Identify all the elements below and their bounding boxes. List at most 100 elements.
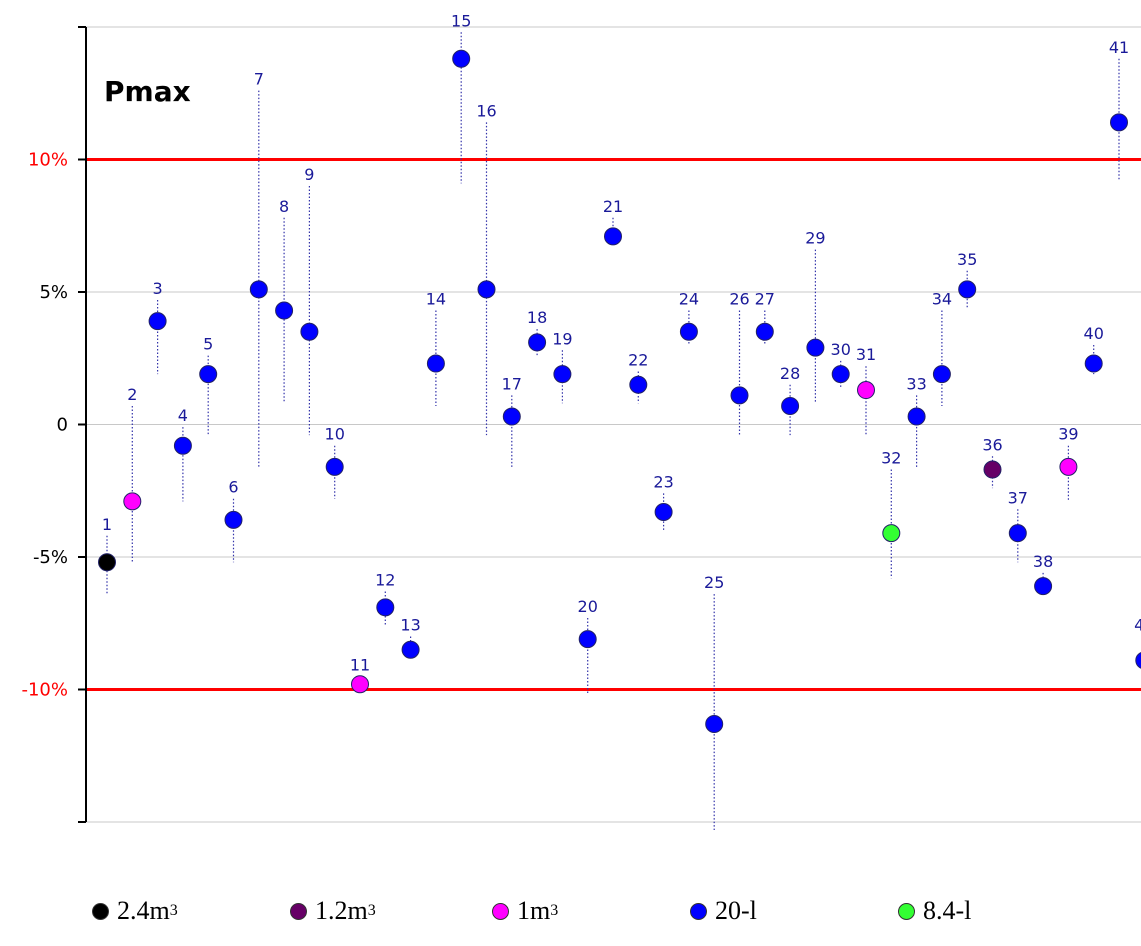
- data-point: [629, 375, 648, 394]
- data-point: [98, 553, 116, 572]
- point-label: 6: [228, 478, 238, 497]
- legend-label: 8.4-l: [923, 896, 972, 925]
- data-point: [578, 630, 597, 649]
- data-point: [907, 407, 926, 426]
- y-tick-label: 10%: [28, 150, 68, 171]
- point-label: 18: [527, 308, 547, 327]
- data-point: [376, 598, 395, 617]
- point-label: 3: [153, 279, 163, 298]
- legend-item: 2.4m 3: [92, 896, 178, 926]
- point-label: 1: [102, 515, 112, 534]
- y-tick-label: 0: [57, 415, 68, 436]
- data-point: [781, 396, 800, 415]
- data-point: [553, 365, 572, 384]
- point-label: 41: [1109, 38, 1129, 57]
- data-point: [983, 460, 1002, 479]
- y-tick-label: -5%: [33, 547, 68, 568]
- data-point: [224, 510, 243, 529]
- point-label: 2: [127, 385, 137, 404]
- point-label: 39: [1058, 425, 1078, 444]
- legend-marker: [898, 902, 915, 920]
- legend-label: 1m: [517, 896, 551, 925]
- data-point: [831, 365, 850, 384]
- data-point: [351, 675, 369, 694]
- data-point: [300, 322, 319, 341]
- point-label: 34: [932, 290, 952, 309]
- data-point: [199, 365, 218, 384]
- data-point: [1059, 457, 1078, 476]
- chart-title: Pmax: [104, 75, 191, 108]
- data-point: [857, 381, 875, 400]
- data-point: [755, 322, 774, 341]
- y-tick-labels: 10% 5% 0 -5% -10%: [21, 150, 68, 701]
- point-label: 19: [552, 329, 572, 348]
- legend-label: 2.4m: [117, 896, 170, 925]
- data-point: [502, 407, 521, 426]
- data-point: [806, 338, 825, 357]
- data-point: [249, 280, 268, 299]
- data-point: [1034, 577, 1053, 596]
- legend-marker: [690, 902, 707, 920]
- point-label: 36: [982, 435, 1002, 454]
- data-point: [1110, 113, 1128, 132]
- data-point: [1008, 524, 1027, 543]
- data-point: [654, 502, 673, 521]
- legend-marker: [290, 902, 307, 920]
- point-label: 23: [653, 472, 673, 491]
- point-label: 37: [1008, 488, 1028, 507]
- data-points: [98, 49, 1141, 733]
- legend-superscript: 3: [169, 902, 178, 919]
- point-label: 7: [254, 70, 264, 89]
- data-point: [932, 365, 951, 384]
- point-label: 25: [704, 573, 724, 592]
- point-label: 24: [679, 290, 699, 309]
- point-label: 33: [906, 374, 926, 393]
- point-label: 10: [325, 425, 345, 444]
- legend-superscript: 3: [550, 902, 559, 919]
- legend-item: 1m 3: [492, 896, 558, 926]
- point-label: 21: [603, 197, 623, 216]
- point-label: 15: [451, 11, 471, 30]
- point-label: 42: [1134, 616, 1141, 635]
- data-point: [325, 457, 344, 476]
- legend-superscript: 3: [367, 902, 376, 919]
- point-label: 9: [304, 165, 314, 184]
- gridlines: [86, 26, 1141, 823]
- legend-marker: [92, 902, 109, 920]
- legend-item: 1.2m 3: [290, 896, 376, 926]
- data-point: [958, 280, 977, 299]
- y-tick-label: 5%: [39, 282, 68, 303]
- data-point: [123, 492, 142, 511]
- point-label: 27: [755, 290, 775, 309]
- data-point: [452, 49, 471, 68]
- point-label: 11: [350, 655, 370, 674]
- point-label: 35: [957, 250, 977, 269]
- data-point: [882, 524, 901, 543]
- point-label: 32: [881, 449, 901, 468]
- data-point: [528, 333, 547, 352]
- error-bars: [106, 32, 1120, 830]
- data-point: [477, 280, 496, 299]
- point-label: 12: [375, 570, 395, 589]
- point-label: 40: [1084, 324, 1104, 343]
- reference-lines: [86, 158, 1141, 691]
- data-point: [1084, 354, 1103, 373]
- data-point: [1135, 651, 1141, 669]
- point-label: 38: [1033, 552, 1053, 571]
- point-label: 28: [780, 364, 800, 383]
- legend-label: 20-l: [715, 896, 757, 925]
- point-label: 29: [805, 229, 825, 248]
- data-point: [604, 227, 622, 246]
- pmax-chart: 10%5%0-5%-10% 12345678910111213141516171…: [21, 11, 1141, 830]
- point-label: 5: [203, 335, 213, 354]
- data-point: [401, 640, 420, 659]
- y-axis: [78, 26, 87, 823]
- point-label: 20: [578, 597, 598, 616]
- point-label: 8: [279, 197, 289, 216]
- data-point: [705, 714, 724, 733]
- legend: 2.4m 3 1.2m 3 1m 3 20-l 8.4-l: [0, 896, 1141, 942]
- legend-marker: [492, 902, 509, 920]
- point-label: 30: [831, 340, 851, 359]
- point-label: 31: [856, 345, 876, 364]
- point-label: 26: [729, 290, 749, 309]
